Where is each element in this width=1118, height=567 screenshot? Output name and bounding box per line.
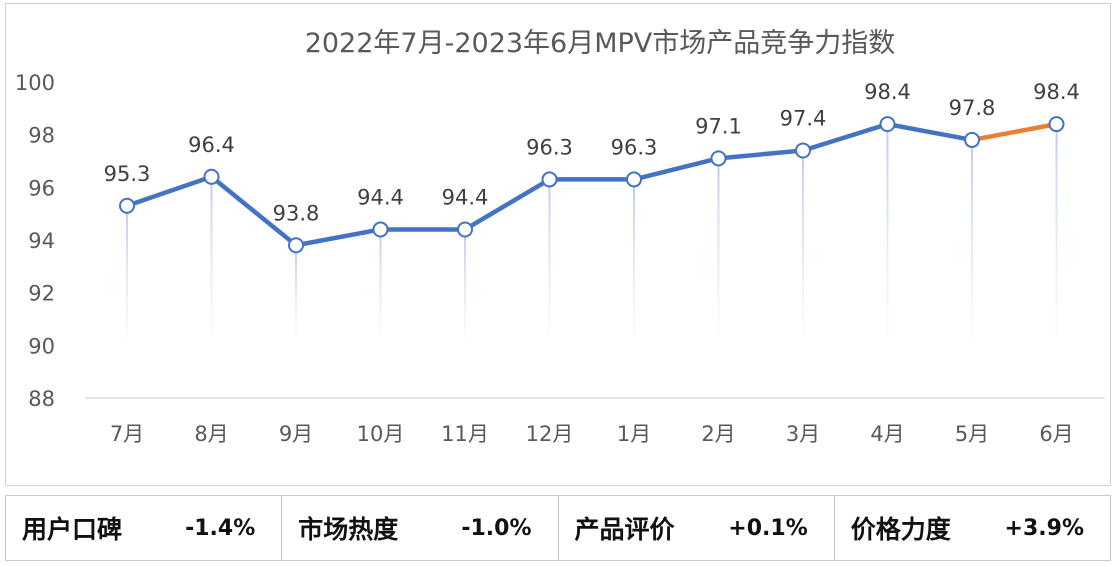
y-tick-label: 90 [28, 334, 55, 358]
data-point [203, 168, 220, 185]
drop-line [886, 124, 889, 338]
x-tick-label: 12月 [526, 422, 574, 446]
metric-product-rating: 产品评价 +0.1% [559, 496, 835, 560]
y-tick-label: 92 [28, 282, 55, 306]
data-point [795, 142, 811, 159]
drop-line [1055, 124, 1058, 338]
data-label: 93.8 [273, 201, 320, 225]
metric-price-strength: 价格力度 +3.9% [835, 496, 1110, 560]
data-label: 97.1 [695, 114, 742, 138]
metric-label: 市场热度 [298, 515, 399, 544]
y-tick-label: 96 [28, 176, 55, 200]
data-point [372, 221, 389, 238]
drop-line [802, 150, 804, 338]
y-tick-label: 88 [28, 387, 55, 411]
data-label: 97.8 [949, 96, 996, 120]
metric-user-reputation: 用户口碑 -1.4% [6, 496, 283, 560]
drop-line [971, 139, 973, 338]
metric-label: 价格力度 [850, 515, 951, 544]
data-labels: 95.3 96.4 93.8 94.4 94.4 96.3 96.3 97.1 97.4 98.4… [104, 80, 1080, 225]
data-point [626, 171, 642, 188]
metric-label: 用户口碑 [22, 515, 123, 544]
y-tick-label: 98 [28, 124, 55, 148]
data-label: 96.4 [188, 133, 235, 157]
x-tick-label: 2月 [701, 422, 735, 446]
data-points [119, 116, 1065, 254]
y-tick-label: 100 [15, 71, 55, 95]
data-label: 98.4 [864, 80, 911, 104]
x-axis: 7月 8月 9月 10月 11月 12月 1月 2月 3月 4月 5月 6月 [110, 422, 1074, 446]
data-label: 96.3 [526, 135, 573, 159]
data-point [879, 116, 896, 133]
line-chart: 2022年7月-2023年6月MPV市场产品竞争力指数 88 90 92 94 96 98… [15, 28, 1105, 446]
data-label: 94.4 [357, 185, 404, 209]
chart-title: 2022年7月-2023年6月MPV市场产品竞争力指数 [305, 28, 896, 59]
drop-line [295, 245, 297, 338]
drop-line [548, 179, 551, 338]
metric-market-heat: 市场热度 -1.0% [282, 496, 559, 560]
x-tick-label: 11月 [441, 422, 489, 446]
data-point [710, 150, 727, 167]
x-tick-label: 7月 [110, 422, 144, 446]
metric-value: -1.0% [461, 515, 532, 541]
drop-line [633, 179, 635, 338]
data-point [964, 131, 980, 148]
data-label: 94.4 [442, 185, 489, 209]
y-tick-label: 94 [28, 229, 55, 253]
data-label: 96.3 [611, 135, 658, 159]
data-label: 97.4 [780, 106, 827, 130]
data-point [288, 237, 304, 254]
drop-line [379, 229, 382, 338]
drop-line [126, 205, 128, 338]
chart-frame [5, 3, 1111, 486]
metric-label: 产品评价 [574, 515, 675, 544]
drop-lines [126, 124, 1058, 338]
data-label: 98.4 [1033, 80, 1080, 104]
drop-line [464, 229, 466, 338]
metric-value: +0.1% [728, 515, 808, 541]
series-line [126, 121, 1059, 248]
x-tick-label: 9月 [279, 422, 313, 446]
x-tick-label: 3月 [786, 422, 820, 446]
data-label: 95.3 [104, 162, 151, 186]
data-point [1048, 116, 1065, 133]
drop-line [717, 158, 720, 338]
data-point [541, 171, 558, 188]
data-point [457, 221, 473, 238]
x-tick-label: 5月 [955, 422, 989, 446]
y-axis: 88 90 92 94 96 98 100 [15, 71, 55, 411]
x-tick-label: 6月 [1039, 422, 1073, 446]
x-tick-label: 1月 [617, 422, 651, 446]
metric-value: -1.4% [185, 515, 256, 541]
metric-value: +3.9% [1004, 515, 1084, 541]
x-tick-label: 8月 [194, 422, 228, 446]
x-tick-label: 4月 [870, 422, 904, 446]
series-line-highlight [969, 121, 1059, 143]
metrics-bar: 用户口碑 -1.4% 市场热度 -1.0% 产品评价 +0.1% 价格力度 +3… [5, 495, 1111, 561]
data-point [119, 197, 135, 214]
x-tick-label: 10月 [357, 422, 405, 446]
drop-line [210, 176, 213, 338]
